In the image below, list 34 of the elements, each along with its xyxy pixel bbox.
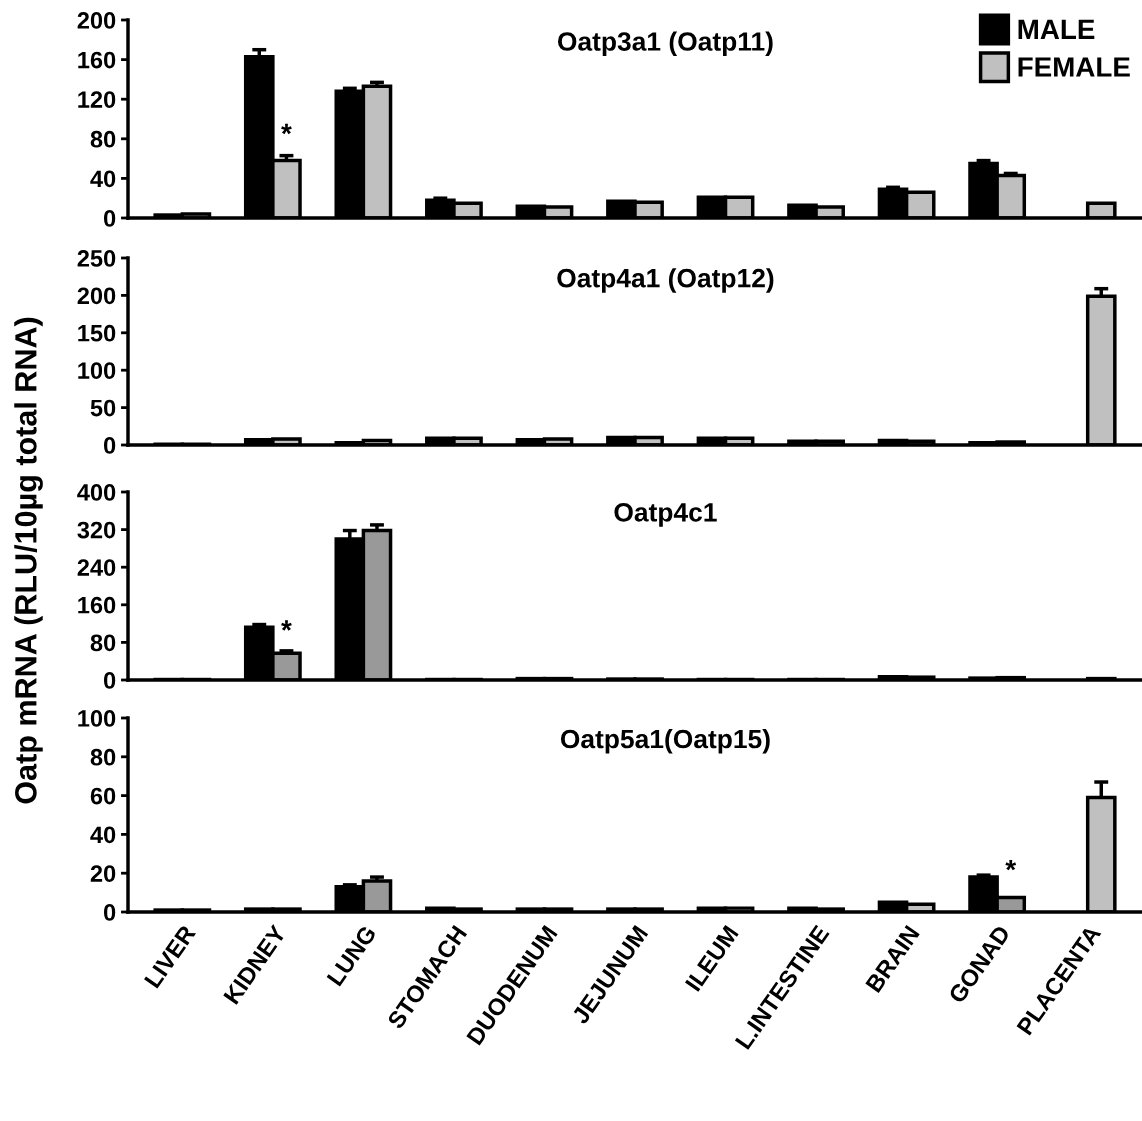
y-tick-label: 50 <box>90 399 116 417</box>
y-tick-label: 120 <box>78 91 116 108</box>
chart-title: Oatp5a1(Oatp15) <box>560 728 770 754</box>
legend-label: MALE <box>1018 19 1095 39</box>
y-tick-label: 20 <box>90 865 116 882</box>
y-tick-label: 200 <box>77 287 116 305</box>
y-tick-label: 80 <box>90 130 116 148</box>
y-tick-label: 80 <box>90 634 116 652</box>
annotation: * <box>281 620 292 631</box>
y-tick-label: 250 <box>77 250 116 267</box>
y-tick-label: 100 <box>78 710 116 727</box>
y-tick-label: 0 <box>104 437 116 454</box>
y-tick-label: 80 <box>90 748 116 766</box>
y-tick-label: 320 <box>77 521 116 539</box>
chart-title: Oatp4a1 (Oatp12) <box>557 268 774 293</box>
y-tick-label: 40 <box>90 826 116 844</box>
y-tick-label: 200 <box>77 12 116 29</box>
y-tick-label: 400 <box>77 484 116 501</box>
y-tick-label: 0 <box>104 672 116 689</box>
annotation: * <box>1005 859 1017 871</box>
y-tick-label: 60 <box>90 787 116 805</box>
legend-label: FEMALE <box>1018 57 1130 77</box>
y-tick-label: 40 <box>90 170 116 188</box>
y-axis-title: Oatp mRNA (RLU/10µg total RNA) <box>14 317 43 804</box>
annotation: * <box>281 123 292 135</box>
y-tick-label: 160 <box>78 596 116 614</box>
y-tick-label: 0 <box>104 210 116 227</box>
y-tick-label: 100 <box>78 362 116 379</box>
y-tick-label: 150 <box>78 324 116 342</box>
y-tick-label: 0 <box>104 904 116 921</box>
chart-title: Oatp3a1 (Oatp11) <box>557 31 773 57</box>
y-tick-label: 240 <box>77 559 116 576</box>
chart-title: Oatp4c1 <box>614 502 717 527</box>
y-tick-label: 160 <box>78 51 116 69</box>
